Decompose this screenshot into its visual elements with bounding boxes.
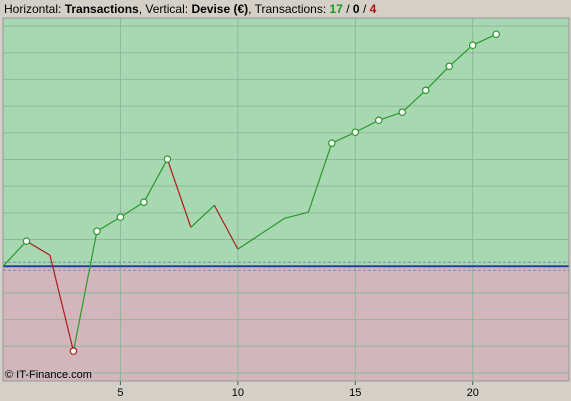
- point: [445, 62, 454, 71]
- point: [140, 198, 148, 206]
- point: [22, 237, 31, 245]
- line-segment: [26, 240, 51, 256]
- point: [116, 213, 125, 221]
- plot-border: [2, 17, 570, 382]
- line-segment: [284, 211, 309, 219]
- point: [374, 116, 383, 125]
- point: [163, 155, 172, 163]
- separator: /: [346, 2, 350, 16]
- point: [421, 86, 430, 95]
- wins: 17: [329, 2, 343, 16]
- label: , Vertical:: [138, 2, 189, 16]
- line-segment: [425, 65, 450, 91]
- point: [468, 41, 477, 50]
- line-segment: [307, 142, 333, 213]
- line-segment: [237, 233, 262, 250]
- line-segment: [72, 231, 98, 352]
- separator: /: [362, 2, 367, 16]
- losses: 4: [369, 2, 377, 16]
- line-segment: [49, 255, 75, 352]
- line-segment: [120, 201, 145, 218]
- line-segment: [190, 204, 215, 228]
- line-segment: [331, 131, 356, 144]
- line-segment: [213, 205, 239, 250]
- point: [69, 347, 78, 355]
- negative-zone: [3, 266, 569, 381]
- footer: © IT-Finance.com: [5, 369, 92, 381]
- point: [93, 227, 101, 236]
- line-segment: [261, 217, 286, 235]
- line-segment: [448, 44, 474, 67]
- line-segment: [143, 158, 168, 203]
- line-segment: [378, 111, 403, 121]
- x-tick-label: 15: [349, 387, 361, 399]
- positive-zone: [3, 18, 569, 267]
- label: , Transactions:: [248, 2, 327, 16]
- header: Horizontal: Transactions, Vertical: Devi…: [4, 2, 376, 16]
- point: [398, 108, 407, 117]
- value: Devise (€): [191, 2, 249, 16]
- line-segment: [96, 216, 121, 232]
- x-tick-label: 10: [232, 387, 244, 399]
- x-tick-label: 5: [117, 387, 123, 399]
- point: [492, 30, 500, 39]
- line-segment: [2, 240, 27, 267]
- point: [351, 128, 360, 137]
- line-segment: [401, 89, 427, 113]
- line-segment: [472, 33, 497, 46]
- neutral: 0: [352, 2, 360, 16]
- value: Transactions: [64, 2, 139, 16]
- line-segment: [166, 159, 192, 228]
- label: Horizontal:: [4, 2, 62, 16]
- point: [327, 139, 336, 147]
- line-segment: [355, 119, 380, 133]
- x-tick-label: 20: [467, 387, 479, 399]
